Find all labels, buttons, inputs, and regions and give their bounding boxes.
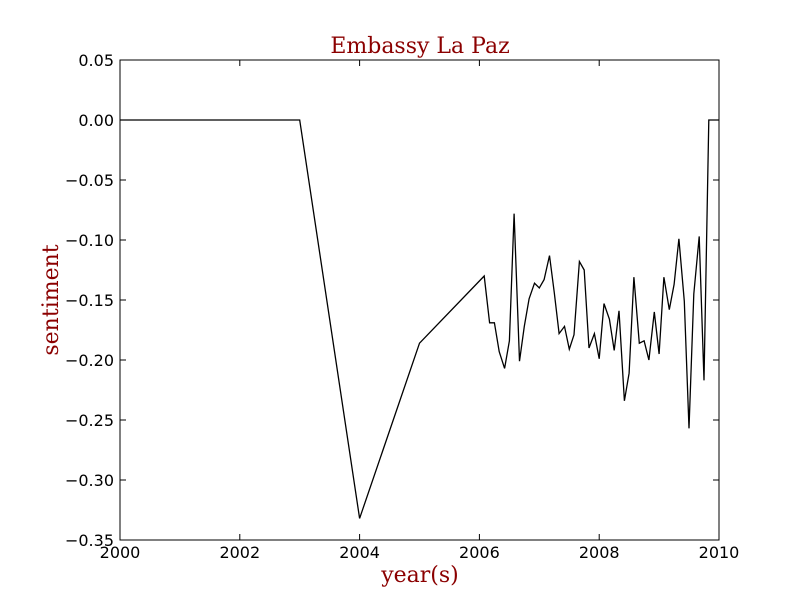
y-tick-label: −0.25 <box>65 411 114 430</box>
y-tick-label: −0.30 <box>65 471 114 490</box>
x-tick-label: 2006 <box>459 543 500 562</box>
series-line <box>120 119 719 519</box>
x-tick-label: 2008 <box>579 543 620 562</box>
series-layer <box>120 119 719 519</box>
plot-frame <box>119 59 720 541</box>
x-axis: 2000 2002 2004 2006 2008 2010 <box>100 60 740 562</box>
y-tick-label: −0.05 <box>65 171 114 190</box>
x-tick-label: 2000 <box>100 543 141 562</box>
y-tick-label: −0.35 <box>65 531 114 550</box>
x-axis-label: year(s) <box>380 563 459 588</box>
x-tick-label: 2002 <box>219 543 260 562</box>
y-tick-label: −0.15 <box>65 291 114 310</box>
x-tick-label: 2010 <box>699 543 740 562</box>
y-tick-label: −0.10 <box>65 231 114 250</box>
y-tick-label: 0.05 <box>78 51 114 70</box>
x-tick-label: 2004 <box>339 543 380 562</box>
y-tick-label: 0.00 <box>78 111 114 130</box>
y-tick-label: −0.20 <box>65 351 114 370</box>
y-axis-label: sentiment <box>39 244 64 355</box>
chart-title: Embassy La Paz <box>330 34 509 59</box>
y-axis: 0.05 0.00 −0.05 −0.10 −0.15 −0.20 −0.25 −0.30 −0… <box>65 51 719 550</box>
